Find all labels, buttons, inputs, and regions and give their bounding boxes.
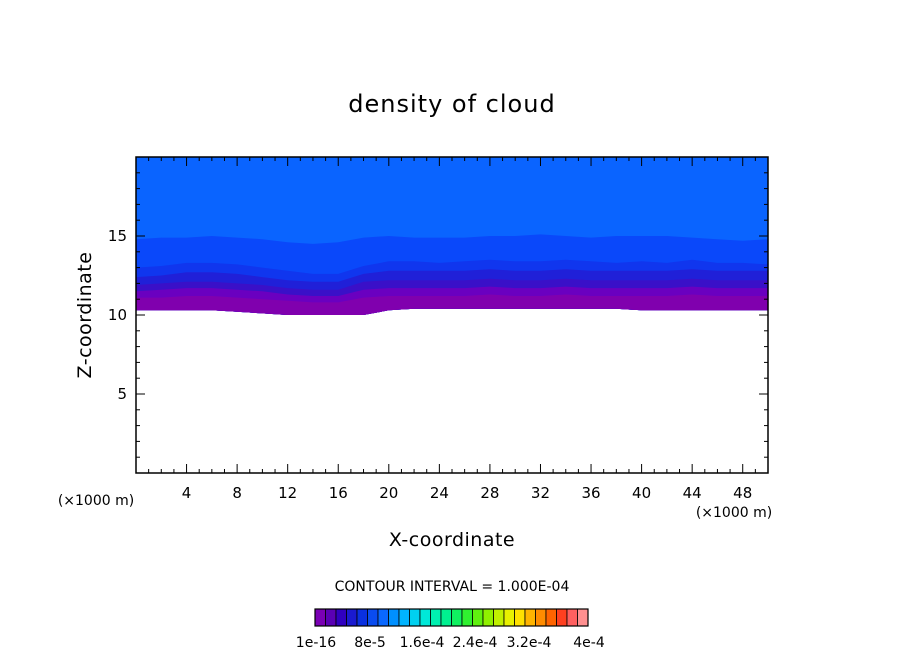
- colorbar-label: 1e-16: [296, 635, 336, 651]
- colorbar-cell: [451, 608, 463, 627]
- density-band-0: [136, 294, 768, 315]
- colorbar-label: 4e-4: [573, 635, 605, 651]
- x-unit-right: (×1000 m): [696, 505, 772, 521]
- colorbar-cell: [325, 608, 337, 627]
- x-tick-label: 28: [480, 484, 499, 502]
- colorbar-cell: [472, 608, 484, 627]
- colorbar-labels: 1e-16 8e-5 1.6e-4 2.4e-4 3.2e-4 4e-4: [296, 635, 605, 651]
- colorbar-cell: [346, 608, 358, 627]
- colorbar-cell: [493, 608, 505, 627]
- colorbar-cell: [356, 608, 368, 627]
- colorbar-cell: [430, 608, 442, 627]
- colorbar-cell: [535, 608, 547, 627]
- x-axis-ticks: 4 8 12 16 20 24 28 32 36 40 44 48: [148, 157, 756, 502]
- colorbar-cell: [314, 608, 326, 627]
- x-tick-label: 48: [733, 484, 752, 502]
- colorbar-label: 8e-5: [354, 635, 385, 651]
- colorbar-cell: [377, 608, 389, 627]
- x-tick-label: 16: [329, 484, 348, 502]
- x-tick-label: 40: [632, 484, 651, 502]
- x-unit-left: (×1000 m): [58, 493, 134, 509]
- cloud-density-field: [136, 157, 768, 315]
- x-tick-label: 44: [683, 484, 702, 502]
- colorbar-cell: [503, 608, 515, 627]
- colorbar-cell: [335, 608, 347, 627]
- colorbar-cell: [409, 608, 421, 627]
- colorbar-cell: [577, 608, 589, 627]
- colorbar-cell: [419, 608, 431, 627]
- colorbar-cell: [398, 608, 410, 627]
- colorbar-cell: [482, 608, 494, 627]
- x-axis-label: X-coordinate: [389, 529, 515, 551]
- colorbar-frame: [314, 608, 589, 627]
- x-tick-label: 36: [581, 484, 600, 502]
- colorbar-cell: [524, 608, 536, 627]
- colorbar-cell: [545, 608, 557, 627]
- colorbar-label: 3.2e-4: [507, 635, 552, 651]
- colorbar-cell: [388, 608, 400, 627]
- y-axis-ticks: 5 10 15: [108, 172, 768, 458]
- colorbar: [314, 608, 589, 627]
- x-tick-label: 24: [430, 484, 449, 502]
- chart-title: density of cloud: [348, 90, 555, 118]
- colorbar-cell: [367, 608, 379, 627]
- x-tick-label: 12: [278, 484, 297, 502]
- y-tick-label: 5: [117, 385, 127, 403]
- x-tick-label: 20: [379, 484, 398, 502]
- colorbar-cell: [566, 608, 578, 627]
- contour-interval: CONTOUR INTERVAL = 1.000E-04: [335, 579, 570, 595]
- colorbar-cell: [440, 608, 452, 627]
- y-axis-label: Z-coordinate: [74, 252, 96, 379]
- colorbar-cell: [461, 608, 473, 627]
- y-tick-label: 15: [108, 227, 127, 245]
- x-tick-label: 8: [232, 484, 242, 502]
- colorbar-label: 2.4e-4: [453, 635, 498, 651]
- x-tick-label: 32: [531, 484, 550, 502]
- x-tick-label: 4: [182, 484, 192, 502]
- colorbar-cell: [556, 608, 568, 627]
- y-tick-label: 10: [108, 306, 127, 324]
- colorbar-cell: [514, 608, 526, 627]
- colorbar-label: 1.6e-4: [400, 635, 445, 651]
